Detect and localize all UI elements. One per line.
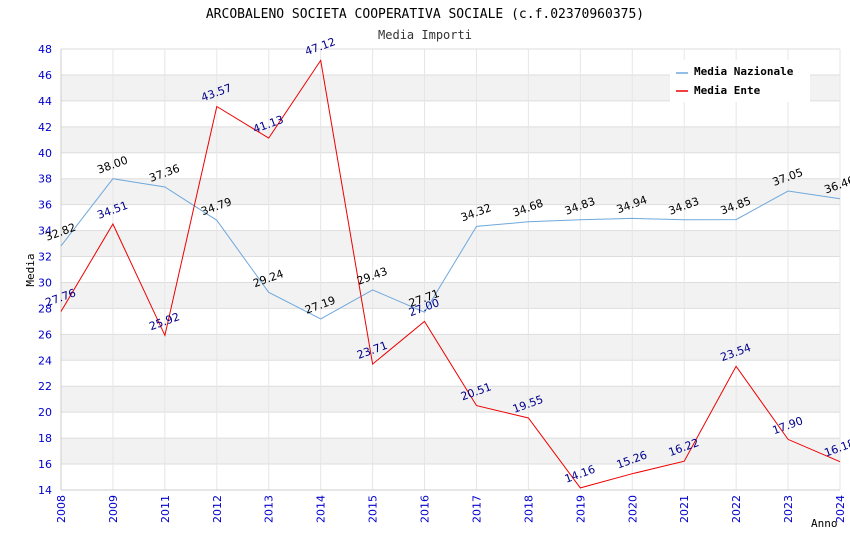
x-tick-label: 2012: [211, 495, 224, 523]
band: [61, 282, 840, 309]
band: [61, 178, 840, 205]
x-tick-label: 2019: [574, 495, 587, 523]
x-tick-label: 2013: [263, 495, 276, 523]
x-tick-label: 2021: [678, 495, 691, 523]
series-lines: [60, 59, 841, 489]
y-tick-label: 16: [38, 458, 52, 471]
y-tick-label: 26: [38, 328, 52, 341]
y-tick-label: 30: [38, 276, 52, 289]
x-axis-label: Anno: [811, 517, 838, 530]
band: [61, 230, 840, 257]
y-tick-label: 18: [38, 432, 52, 445]
band: [61, 438, 840, 465]
x-tick-label: 2008: [55, 495, 68, 523]
y-tick-label: 22: [38, 380, 52, 393]
y-tick-label: 40: [38, 147, 52, 160]
y-tick-label: 20: [38, 406, 52, 419]
y-tick-label: 46: [38, 69, 52, 82]
y-tick-label: 28: [38, 302, 52, 315]
x-tick-label: 2016: [419, 495, 432, 523]
y-tick-label: 36: [38, 199, 52, 212]
y-tick-labels: 14 16 18 20 22 24 26 28 30 32 34 36 38 40 42 44 46 48: [38, 43, 52, 497]
data-label-media-nazionale: 36.46: [823, 174, 850, 197]
x-tick-label: 2023: [782, 495, 795, 523]
x-tick-label: 2009: [107, 495, 120, 523]
band: [61, 334, 840, 361]
legend-label-media-ente: Media Ente: [694, 84, 761, 97]
axes: [60, 49, 840, 491]
y-tick-label: 42: [38, 121, 52, 134]
x-tick-label: 2017: [470, 495, 483, 523]
y-tick-label: 48: [38, 43, 52, 56]
x-tick-label: 2024: [834, 495, 847, 523]
legend-box: [670, 60, 810, 102]
background-bands: [61, 74, 840, 465]
chart-subtitle: Media Importi: [378, 28, 472, 42]
x-tick-label: 2018: [522, 495, 535, 523]
legend-label-media-nazionale: Media Nazionale: [694, 65, 794, 78]
x-tick-label: 2020: [626, 495, 639, 523]
y-tick-label: 24: [38, 354, 52, 367]
x-tick-labels: 2008 2009 2011 2012 2013 2014 2015 2016 2017 2018…: [55, 495, 847, 523]
series-line-media-ente: [60, 59, 841, 489]
y-tick-label: 38: [38, 173, 52, 186]
y-tick-label: 32: [38, 251, 52, 264]
y-tick-label: 14: [38, 484, 52, 497]
legend: Media Nazionale Media Ente: [670, 60, 810, 102]
x-tick-label: 2015: [367, 495, 380, 523]
x-tick-label: 2011: [159, 495, 172, 523]
band: [61, 386, 840, 413]
x-tick-label: 2022: [730, 495, 743, 523]
chart-title: ARCOBALENO SOCIETA COOPERATIVA SOCIALE (…: [206, 7, 644, 22]
y-tick-label: 44: [38, 95, 52, 108]
band: [61, 126, 840, 153]
x-tick-label: 2014: [315, 495, 328, 523]
y-tick-label: 34: [38, 225, 52, 238]
y-axis-label: Media: [24, 253, 37, 286]
series-line-media-nazionale: [60, 178, 841, 320]
